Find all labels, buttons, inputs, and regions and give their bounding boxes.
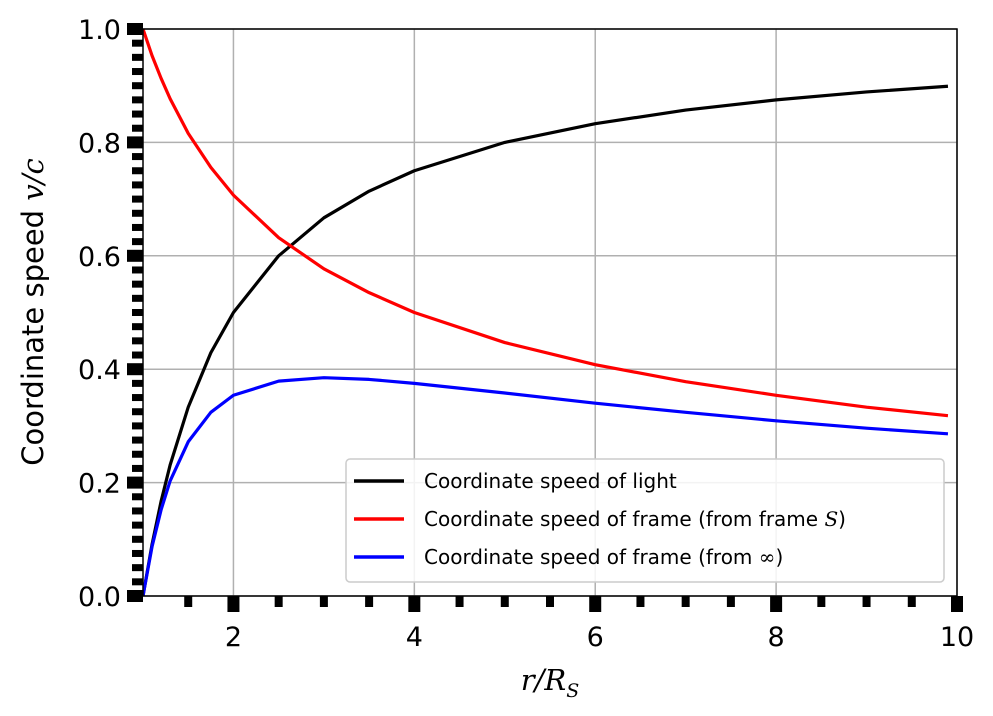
x-tick-label: 2 bbox=[225, 622, 242, 653]
y-minor-tick-29 bbox=[132, 110, 143, 118]
x-axis-label: r/RS bbox=[521, 663, 580, 702]
y-minor-tick-3 bbox=[132, 535, 143, 543]
legend-label-frame-s-math: S bbox=[824, 507, 838, 531]
ticks bbox=[127, 23, 963, 612]
x-major-tick-4 bbox=[951, 596, 963, 612]
y-minor-tick-0 bbox=[132, 578, 143, 586]
x-minor-tick-9 bbox=[726, 596, 735, 607]
y-minor-tick-32 bbox=[132, 68, 143, 76]
legend-label-frame-s: Coordinate speed of frame (from frame S) bbox=[424, 507, 846, 531]
x-tick-label: 8 bbox=[768, 622, 785, 653]
y-minor-tick-10 bbox=[132, 422, 143, 430]
y-minor-tick-13 bbox=[132, 379, 143, 387]
x-minor-tick-4 bbox=[455, 596, 464, 607]
y-minor-tick-25 bbox=[132, 181, 143, 189]
y-axis-label-text: Coordinate speed bbox=[16, 201, 50, 466]
y-minor-tick-31 bbox=[132, 82, 143, 90]
y-minor-tick-1 bbox=[132, 564, 143, 572]
x-minor-tick-5 bbox=[500, 596, 509, 607]
x-tick-label: 4 bbox=[406, 622, 423, 653]
y-minor-tick-30 bbox=[132, 96, 143, 104]
legend-label-frame-inf-prefix: Coordinate speed of frame (from bbox=[424, 545, 759, 569]
y-minor-tick-11 bbox=[132, 408, 143, 416]
y-major-tick-1 bbox=[127, 476, 143, 489]
series-line-2 bbox=[141, 376, 949, 597]
y-minor-tick-24 bbox=[132, 195, 143, 203]
y-major-tick-3 bbox=[127, 249, 143, 262]
x-minor-tick-1 bbox=[274, 596, 283, 607]
y-minor-tick-2 bbox=[132, 549, 143, 557]
y-minor-tick-26 bbox=[132, 167, 143, 175]
y-minor-tick-16 bbox=[132, 323, 143, 331]
x-axis-label-sub: S bbox=[566, 680, 579, 702]
x-minor-tick-2 bbox=[319, 596, 328, 607]
y-major-tick-5 bbox=[127, 23, 143, 35]
x-major-tick-2 bbox=[589, 596, 602, 612]
y-major-tick-2 bbox=[127, 363, 143, 376]
legend: Coordinate speed of light Coordinate spe… bbox=[345, 458, 945, 583]
y-minor-tick-19 bbox=[132, 280, 143, 288]
y-tick-label: 0.2 bbox=[78, 469, 121, 500]
y-minor-tick-7 bbox=[132, 464, 143, 472]
series-line-0 bbox=[141, 84, 949, 597]
y-minor-tick-33 bbox=[132, 53, 143, 61]
legend-label-frame-s-suffix: ) bbox=[838, 507, 846, 531]
x-minor-tick-8 bbox=[681, 596, 690, 607]
y-tick-label: 0.4 bbox=[78, 355, 121, 386]
x-minor-tick-10 bbox=[817, 596, 826, 607]
plot-frame bbox=[142, 28, 958, 597]
legend-box bbox=[345, 458, 945, 583]
tick-labels: 2 4 6 8 10 0.0 0.2 0.4 0.6 0.8 1.0 bbox=[78, 15, 974, 653]
y-minor-tick-5 bbox=[132, 507, 143, 515]
legend-label-frame-inf-suffix: ) bbox=[775, 545, 783, 569]
y-minor-tick-14 bbox=[132, 351, 143, 359]
y-minor-tick-9 bbox=[132, 436, 143, 444]
y-major-tick-4 bbox=[127, 136, 143, 149]
x-major-tick-3 bbox=[770, 596, 783, 612]
legend-label-frame-s-prefix: Coordinate speed of frame (from frame bbox=[424, 507, 824, 531]
y-tick-label: 1.0 bbox=[78, 15, 121, 46]
y-axis-label-math: v/c bbox=[16, 158, 50, 200]
y-minor-tick-20 bbox=[132, 266, 143, 274]
x-minor-tick-12 bbox=[907, 596, 916, 607]
y-major-tick-0 bbox=[127, 590, 143, 602]
series-layer bbox=[141, 28, 949, 597]
x-minor-tick-0 bbox=[184, 596, 193, 607]
y-minor-tick-17 bbox=[132, 309, 143, 316]
y-minor-tick-22 bbox=[132, 223, 143, 231]
legend-label-frame-inf: Coordinate speed of frame (from ∞) bbox=[424, 545, 783, 569]
y-tick-label: 0.0 bbox=[78, 582, 121, 613]
x-minor-tick-7 bbox=[636, 596, 645, 607]
x-tick-label: 10 bbox=[940, 622, 974, 653]
x-axis-label-main: r/R bbox=[521, 663, 566, 697]
y-minor-tick-15 bbox=[132, 337, 143, 345]
y-minor-tick-21 bbox=[132, 238, 143, 246]
y-minor-tick-18 bbox=[132, 294, 143, 302]
series-line-1 bbox=[141, 28, 949, 418]
y-minor-tick-27 bbox=[132, 153, 143, 161]
y-axis-label: Coordinate speed v/c bbox=[16, 158, 50, 465]
x-tick-label: 6 bbox=[587, 622, 604, 653]
y-tick-label: 0.6 bbox=[78, 242, 121, 273]
x-minor-tick-6 bbox=[546, 596, 554, 607]
y-tick-label: 0.8 bbox=[78, 128, 121, 159]
y-minor-tick-34 bbox=[132, 39, 143, 47]
x-minor-tick-11 bbox=[862, 596, 871, 607]
x-major-tick-0 bbox=[227, 596, 240, 612]
y-minor-tick-23 bbox=[132, 209, 143, 217]
y-minor-tick-6 bbox=[132, 493, 143, 501]
legend-label-frame-inf-math: ∞ bbox=[759, 545, 776, 569]
legend-label-light: Coordinate speed of light bbox=[424, 469, 677, 493]
x-major-tick-1 bbox=[408, 596, 421, 612]
x-minor-tick-3 bbox=[365, 596, 374, 607]
y-minor-tick-28 bbox=[132, 124, 143, 132]
y-minor-tick-4 bbox=[132, 521, 143, 529]
y-minor-tick-12 bbox=[132, 394, 143, 402]
y-minor-tick-8 bbox=[132, 450, 143, 458]
